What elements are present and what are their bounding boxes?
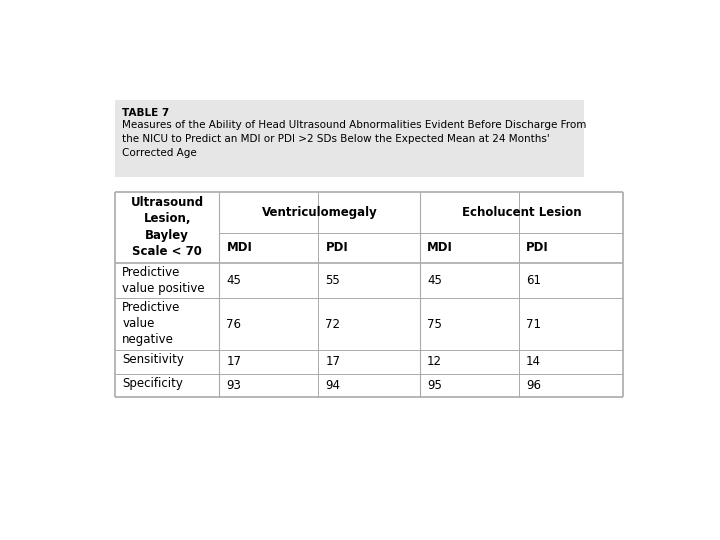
Text: 17: 17 (325, 355, 341, 368)
Text: 94: 94 (325, 379, 341, 392)
Text: MDI: MDI (227, 241, 252, 254)
Text: 61: 61 (526, 274, 541, 287)
Text: Ultrasound
Lesion,
Bayley
Scale < 70: Ultrasound Lesion, Bayley Scale < 70 (130, 196, 204, 258)
Text: 17: 17 (227, 355, 241, 368)
Text: Measures of the Ability of Head Ultrasound Abnormalities Evident Before Discharg: Measures of the Ability of Head Ultrasou… (122, 120, 586, 158)
Text: 76: 76 (227, 318, 241, 330)
Text: 75: 75 (427, 318, 442, 330)
Text: 72: 72 (325, 318, 341, 330)
Text: 71: 71 (526, 318, 541, 330)
Text: 96: 96 (526, 379, 541, 392)
Text: 12: 12 (427, 355, 442, 368)
FancyBboxPatch shape (115, 100, 584, 177)
Text: Echolucent Lesion: Echolucent Lesion (462, 206, 581, 219)
Text: 45: 45 (427, 274, 442, 287)
Text: Specificity: Specificity (122, 377, 183, 390)
Text: 45: 45 (227, 274, 241, 287)
Text: TABLE 7: TABLE 7 (122, 107, 169, 118)
Text: PDI: PDI (526, 241, 549, 254)
Text: Sensitivity: Sensitivity (122, 354, 184, 367)
Text: Predictive
value
negative: Predictive value negative (122, 301, 181, 346)
Text: MDI: MDI (427, 241, 453, 254)
Text: PDI: PDI (325, 241, 348, 254)
Text: 93: 93 (227, 379, 241, 392)
Text: 14: 14 (526, 355, 541, 368)
Text: 55: 55 (325, 274, 341, 287)
Text: Ventriculomegaly: Ventriculomegaly (261, 206, 377, 219)
Text: Predictive
value positive: Predictive value positive (122, 266, 205, 295)
Text: 95: 95 (427, 379, 442, 392)
